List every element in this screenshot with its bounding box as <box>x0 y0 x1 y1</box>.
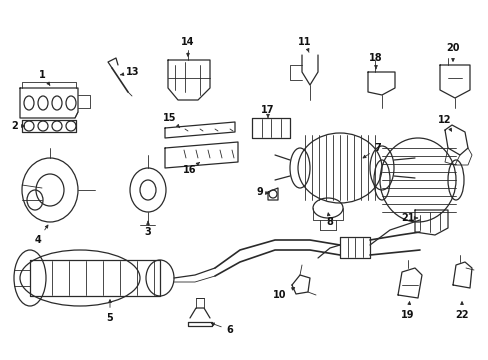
Text: 19: 19 <box>401 302 414 320</box>
Text: 9: 9 <box>256 187 268 197</box>
Text: 7: 7 <box>363 143 381 158</box>
Text: 17: 17 <box>261 105 274 118</box>
Text: 15: 15 <box>163 113 180 128</box>
Text: 6: 6 <box>211 323 233 335</box>
Text: 18: 18 <box>368 53 382 69</box>
Text: 4: 4 <box>35 225 48 245</box>
Text: 10: 10 <box>273 288 294 300</box>
Text: 13: 13 <box>121 67 140 77</box>
Text: 8: 8 <box>326 213 333 227</box>
Text: 21: 21 <box>401 213 417 223</box>
Text: 14: 14 <box>181 37 194 56</box>
Text: 3: 3 <box>144 221 151 237</box>
Text: 12: 12 <box>437 115 451 131</box>
Text: 2: 2 <box>12 121 24 131</box>
Text: 5: 5 <box>106 300 113 323</box>
Text: 20: 20 <box>446 43 459 61</box>
Text: 11: 11 <box>298 37 311 52</box>
Text: 16: 16 <box>183 162 199 175</box>
Text: 1: 1 <box>39 70 50 85</box>
Text: 22: 22 <box>454 302 468 320</box>
